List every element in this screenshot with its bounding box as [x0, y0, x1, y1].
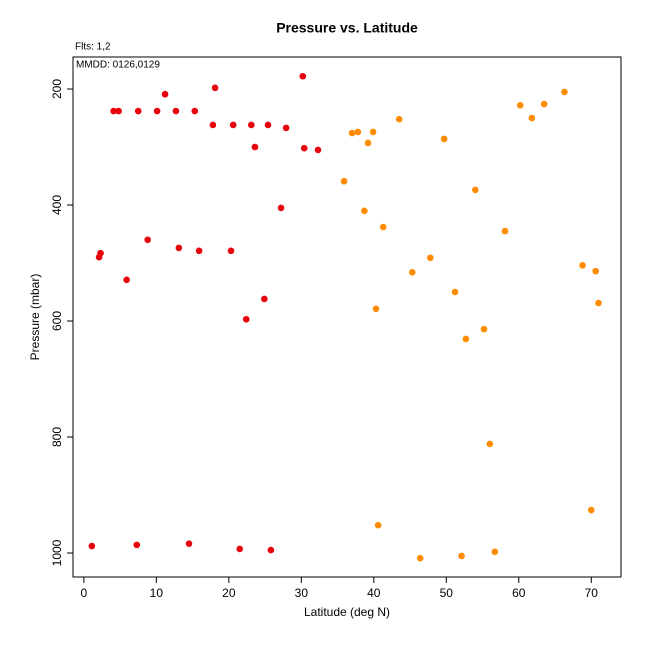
- point: [501, 227, 509, 235]
- point: [427, 254, 434, 262]
- x-tick-label: 30: [295, 586, 309, 600]
- x-tick-label: 10: [150, 586, 164, 600]
- point: [227, 247, 235, 255]
- point: [97, 249, 104, 257]
- point: [348, 129, 356, 137]
- point: [592, 267, 599, 275]
- point: [579, 262, 586, 269]
- point: [416, 554, 424, 562]
- point: [251, 143, 259, 151]
- point: [175, 244, 183, 252]
- point: [374, 521, 382, 529]
- point: [440, 135, 448, 143]
- x-tick-label: 20: [222, 586, 236, 600]
- point: [229, 121, 237, 129]
- subtitle: Flts: 1,2: [75, 42, 111, 53]
- x-tick-label: 40: [367, 586, 381, 600]
- point: [491, 548, 499, 556]
- y-tick-label: 800: [50, 427, 64, 447]
- point: [134, 107, 142, 115]
- point: [480, 325, 488, 333]
- point: [195, 247, 203, 255]
- point: [209, 121, 217, 129]
- point: [277, 204, 285, 212]
- point: [354, 128, 362, 136]
- point: [472, 186, 479, 194]
- point: [88, 542, 96, 550]
- point: [211, 84, 219, 92]
- point: [340, 177, 348, 185]
- point: [172, 107, 180, 115]
- point: [110, 107, 117, 115]
- point: [595, 299, 602, 307]
- x-tick-label: 0: [81, 586, 88, 600]
- annotation: MMDD: 0126,0129: [76, 60, 160, 71]
- point: [364, 139, 372, 147]
- plot-frame: [72, 56, 622, 578]
- point: [185, 540, 193, 548]
- point: [161, 90, 169, 98]
- point: [395, 115, 403, 123]
- point: [587, 506, 595, 514]
- point: [261, 295, 268, 303]
- x-axis-label: Latitude (deg N): [304, 605, 390, 619]
- y-axis-label: Pressure (mbar): [28, 274, 42, 361]
- point: [458, 552, 465, 560]
- x-tick-label: 50: [440, 586, 454, 600]
- point: [361, 207, 368, 215]
- point: [133, 541, 141, 549]
- point: [451, 288, 459, 296]
- point: [372, 305, 380, 313]
- point: [191, 107, 199, 115]
- y-tick-label: 400: [50, 195, 64, 215]
- chart-title: Pressure vs. Latitude: [276, 20, 418, 36]
- point: [264, 121, 272, 129]
- x-tick-label: 60: [512, 586, 526, 600]
- point: [408, 268, 416, 276]
- point: [540, 100, 548, 108]
- point: [486, 440, 494, 448]
- point: [282, 124, 290, 132]
- point: [267, 546, 275, 554]
- y-tick-label: 200: [50, 79, 64, 99]
- point: [153, 107, 161, 115]
- point: [115, 107, 122, 115]
- point: [248, 121, 255, 129]
- point: [144, 236, 151, 244]
- y-tick-label: 1000: [50, 539, 64, 566]
- point: [123, 276, 130, 284]
- x-tick-label: 70: [585, 586, 599, 600]
- point: [300, 144, 308, 152]
- point: [516, 101, 524, 109]
- point: [561, 88, 568, 96]
- point: [236, 545, 244, 553]
- point: [314, 146, 322, 154]
- y-tick-label: 600: [50, 311, 64, 331]
- point: [299, 72, 307, 80]
- point: [242, 315, 250, 323]
- point: [369, 128, 377, 136]
- point: [462, 335, 470, 343]
- point: [379, 223, 387, 231]
- point: [528, 114, 536, 122]
